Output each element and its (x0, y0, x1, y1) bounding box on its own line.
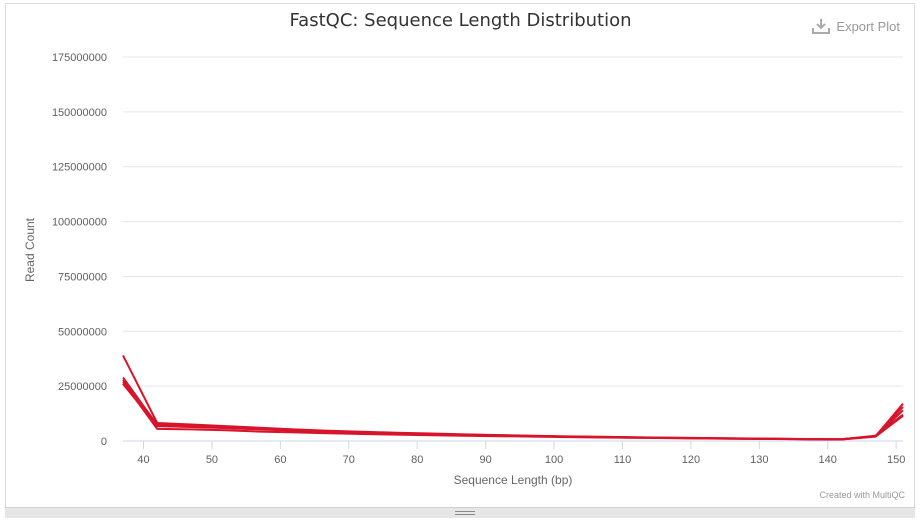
y-tick-label: 125000000 (52, 162, 107, 174)
y-tick-label: 75000000 (58, 271, 107, 283)
series-line-1[interactable] (122, 354, 904, 441)
y-axis-label: Read Count (23, 217, 37, 282)
x-axis-label: Sequence Length (bp) (454, 473, 573, 487)
y-tick-label: 25000000 (58, 381, 107, 393)
y-tick-label: 175000000 (52, 52, 107, 64)
x-tick-label: 140 (819, 454, 837, 466)
export-plot-label: Export Plot (836, 18, 900, 34)
grip-icon (455, 511, 475, 515)
x-tick-label: 110 (614, 454, 632, 466)
x-tick-label: 150 (887, 454, 905, 466)
y-tick-label: 150000000 (52, 107, 107, 119)
y-tick-label: 100000000 (52, 217, 107, 229)
x-tick-label: 40 (137, 454, 149, 466)
y-tick-label: 0 (101, 436, 107, 448)
y-axis-ticks: 0 25000000 50000000 75000000 100000000 125000… (52, 52, 107, 448)
x-tick-label: 80 (411, 454, 423, 466)
series-line-5[interactable] (122, 376, 904, 441)
resize-handle[interactable] (5, 507, 915, 518)
multiqc-credit[interactable]: Created with MultiQC (819, 490, 905, 500)
export-plot-button[interactable]: Export Plot (812, 18, 900, 34)
x-tick-label: 130 (750, 454, 768, 466)
x-tick-label: 50 (206, 454, 218, 466)
gridlines (123, 56, 903, 442)
x-tick-label: 60 (274, 454, 286, 466)
chart-title: FastQC: Sequence Length Distribution (289, 10, 632, 31)
x-tick-label: 100 (545, 454, 563, 466)
download-icon (812, 19, 831, 34)
x-tick-label: 90 (480, 454, 492, 466)
series-lines (122, 354, 904, 441)
x-axis-ticks: 40 50 60 70 80 90 100 110 120 130 140 150 (137, 441, 905, 466)
x-tick-label: 70 (343, 454, 355, 466)
series-line-4[interactable] (122, 381, 904, 441)
x-tick-label: 120 (682, 454, 700, 466)
y-tick-label: 50000000 (58, 326, 107, 338)
